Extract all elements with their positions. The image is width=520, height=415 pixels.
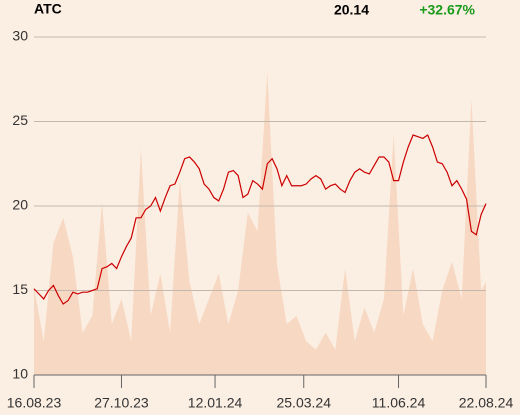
y-tick-label: 25	[12, 112, 28, 128]
y-tick-label: 30	[12, 28, 28, 44]
x-tick-label: 11.06.24	[372, 395, 426, 411]
x-tick-label: 25.03.24	[276, 395, 331, 411]
volume-area	[34, 72, 486, 376]
last-price: 20.14	[334, 2, 369, 18]
x-tick-label: 27.10.23	[94, 395, 149, 411]
y-tick-label: 20	[12, 197, 28, 213]
x-tick-label: 12.01.24	[188, 395, 243, 411]
chart-title: ATC	[34, 1, 62, 17]
change: +32.67%	[419, 2, 475, 18]
y-tick-label: 10	[12, 366, 28, 382]
y-tick-label: 15	[12, 281, 28, 297]
x-tick-label: 16.08.23	[7, 395, 62, 411]
price-line	[33, 134, 487, 305]
x-tick-label: 22.08.24	[459, 395, 514, 411]
